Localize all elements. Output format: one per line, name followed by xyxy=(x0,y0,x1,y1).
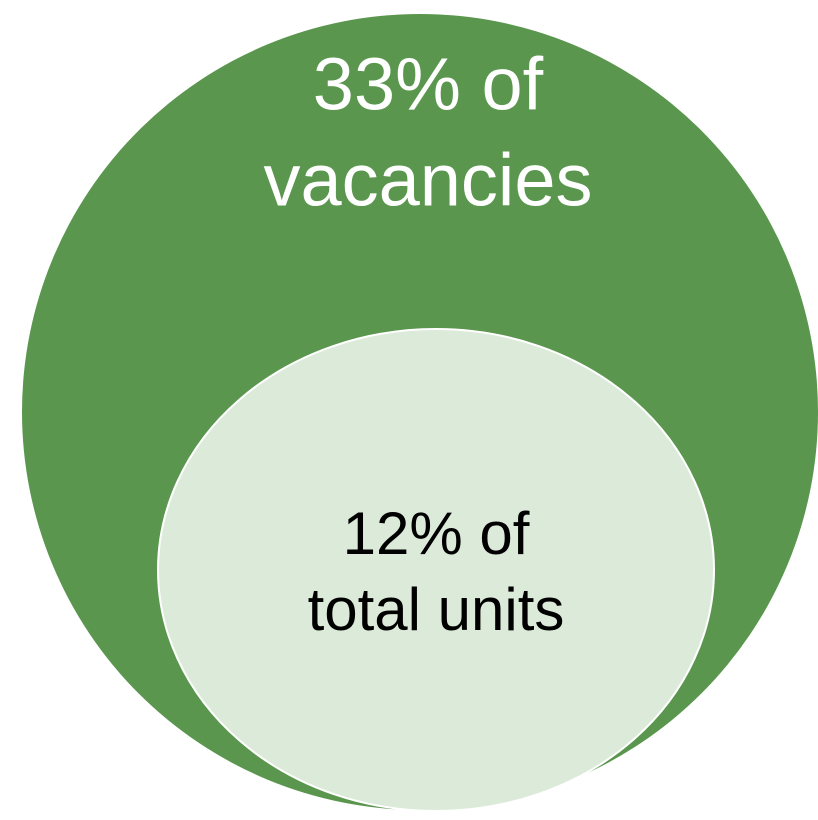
outer-label: vacancies xyxy=(263,139,592,222)
inner-label: total units xyxy=(308,576,565,643)
inner-circle xyxy=(157,328,715,812)
inner-label: 12% of xyxy=(343,500,530,567)
outer-label: 33% of xyxy=(313,43,544,126)
